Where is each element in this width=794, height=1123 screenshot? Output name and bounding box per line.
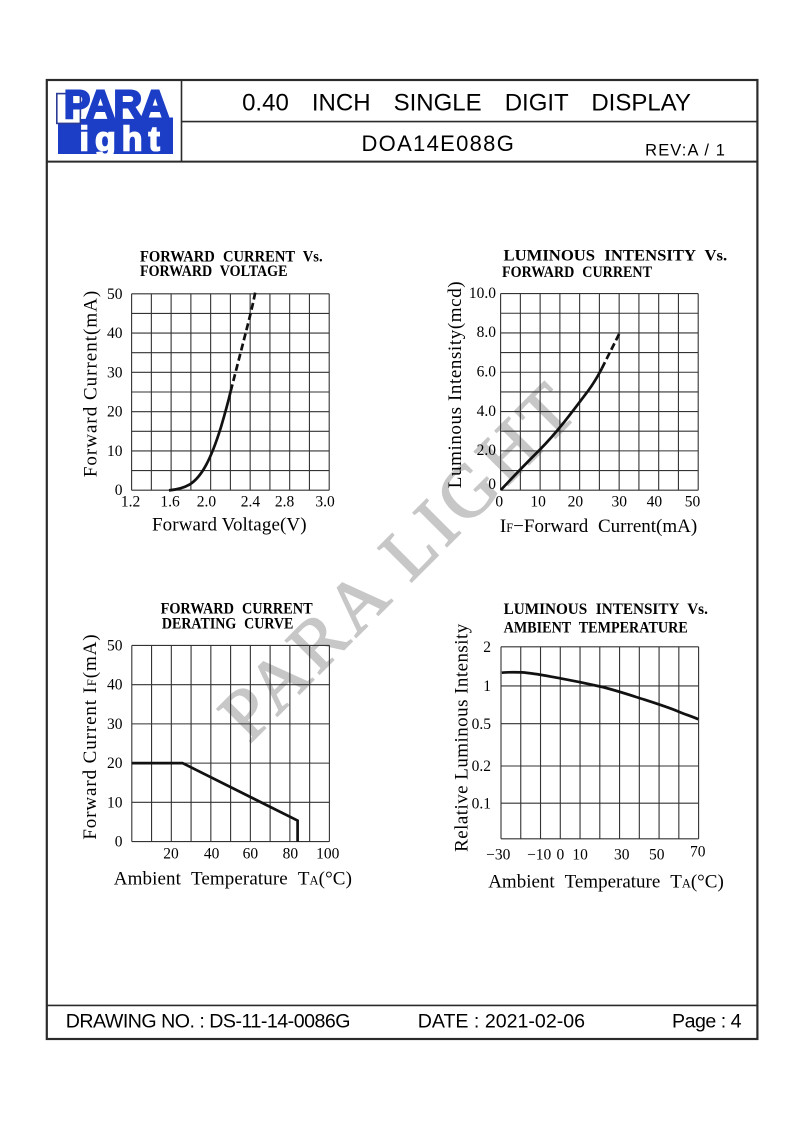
svg-text:2.0: 2.0	[477, 442, 497, 459]
svg-text:2: 2	[483, 639, 491, 656]
svg-text:Luminous Intensity(mcd): Luminous Intensity(mcd)	[445, 281, 466, 488]
svg-text:−10: −10	[527, 847, 551, 864]
svg-text:FORWARD CURRENT: FORWARD CURRENT	[502, 264, 652, 281]
svg-text:2.8: 2.8	[275, 493, 295, 510]
svg-text:30: 30	[611, 493, 627, 510]
svg-text:20: 20	[107, 404, 123, 421]
svg-text:20: 20	[568, 493, 584, 510]
svg-text:0.2: 0.2	[472, 758, 491, 775]
svg-text:0: 0	[495, 493, 503, 510]
svg-text:20: 20	[107, 755, 123, 772]
svg-text:10: 10	[530, 493, 546, 510]
svg-text:70: 70	[690, 844, 706, 861]
svg-text:0.1: 0.1	[472, 795, 491, 812]
svg-text:50: 50	[685, 493, 701, 510]
svg-text:0: 0	[115, 482, 123, 499]
svg-text:50: 50	[107, 286, 123, 303]
svg-text:Forward Current(mA): Forward Current(mA)	[81, 290, 102, 477]
svg-text:60: 60	[243, 846, 259, 863]
svg-text:FORWARD CURRENT Vs.: FORWARD CURRENT Vs.	[140, 248, 323, 265]
svg-text:0: 0	[488, 476, 496, 493]
svg-text:0.5: 0.5	[472, 716, 492, 733]
svg-text:Forward Voltage(V): Forward Voltage(V)	[152, 515, 307, 536]
svg-text:40: 40	[107, 677, 123, 694]
svg-text:LUMINOUS INTENSITY Vs.: LUMINOUS INTENSITY Vs.	[504, 248, 728, 265]
svg-text:80: 80	[283, 846, 299, 863]
svg-text:DATE : 2021-02-06: DATE : 2021-02-06	[418, 1011, 585, 1033]
svg-text:50: 50	[649, 847, 665, 864]
svg-text:PARA LIGHT: PARA LIGHT	[203, 365, 593, 755]
svg-text:1.6: 1.6	[160, 493, 180, 510]
svg-text:4.0: 4.0	[477, 403, 497, 420]
svg-text:0: 0	[557, 847, 565, 864]
svg-text:100: 100	[316, 846, 340, 863]
svg-text:DRAWING NO. : DS-11-14-0086G: DRAWING NO. : DS-11-14-0086G	[66, 1011, 350, 1033]
svg-text:30: 30	[614, 847, 630, 864]
svg-text:FORWARD VOLTAGE: FORWARD VOLTAGE	[140, 263, 288, 280]
svg-text:REV:A / 1: REV:A / 1	[645, 142, 726, 160]
svg-text:AMBIENT TEMPERATURE: AMBIENT TEMPERATURE	[504, 619, 688, 636]
svg-text:50: 50	[107, 637, 123, 654]
svg-text:Ambient Temperature TA(°C): Ambient Temperature TA(°C)	[114, 869, 352, 890]
svg-text:30: 30	[107, 364, 123, 381]
svg-text:20: 20	[163, 846, 179, 863]
svg-text:10: 10	[107, 794, 123, 811]
svg-text:−30: −30	[486, 847, 510, 864]
svg-text:IF−Forward Current(mA): IF−Forward Current(mA)	[500, 516, 697, 537]
svg-text:Relative Luminous Intensity: Relative Luminous Intensity	[452, 623, 473, 852]
svg-text:PARA: PARA	[64, 83, 169, 127]
svg-text:1.2: 1.2	[121, 493, 140, 510]
svg-text:2.4: 2.4	[241, 493, 261, 510]
svg-text:3.0: 3.0	[315, 493, 335, 510]
svg-text:40: 40	[647, 493, 663, 510]
svg-text:DOA14E088G: DOA14E088G	[361, 131, 515, 156]
svg-text:Forward Current IF(mA): Forward Current IF(mA)	[80, 634, 101, 840]
svg-text:ight: ight	[80, 120, 166, 158]
svg-text:10.0: 10.0	[469, 285, 496, 302]
svg-text:40: 40	[107, 325, 123, 342]
svg-text:10: 10	[107, 443, 123, 460]
svg-text:DERATING CURVE: DERATING CURVE	[162, 616, 294, 633]
svg-text:6.0: 6.0	[477, 364, 497, 381]
svg-text:1: 1	[483, 678, 491, 695]
svg-text:Page : 4: Page : 4	[672, 1011, 742, 1033]
svg-text:8.0: 8.0	[477, 324, 497, 341]
svg-text:Ambient Temperature TA(°C): Ambient Temperature TA(°C)	[488, 871, 724, 892]
svg-text:FORWARD CURRENT: FORWARD CURRENT	[161, 601, 313, 618]
svg-text:40: 40	[204, 846, 220, 863]
svg-text:10: 10	[572, 847, 588, 864]
svg-text:LUMINOUS INTENSITY Vs.: LUMINOUS INTENSITY Vs.	[504, 601, 708, 618]
svg-text:30: 30	[107, 716, 123, 733]
svg-text:2.0: 2.0	[197, 493, 217, 510]
svg-text:0.40 INCH SINGLE DIGIT DISPLAY: 0.40 INCH SINGLE DIGIT DISPLAY	[242, 90, 691, 117]
svg-text:0: 0	[115, 834, 123, 851]
